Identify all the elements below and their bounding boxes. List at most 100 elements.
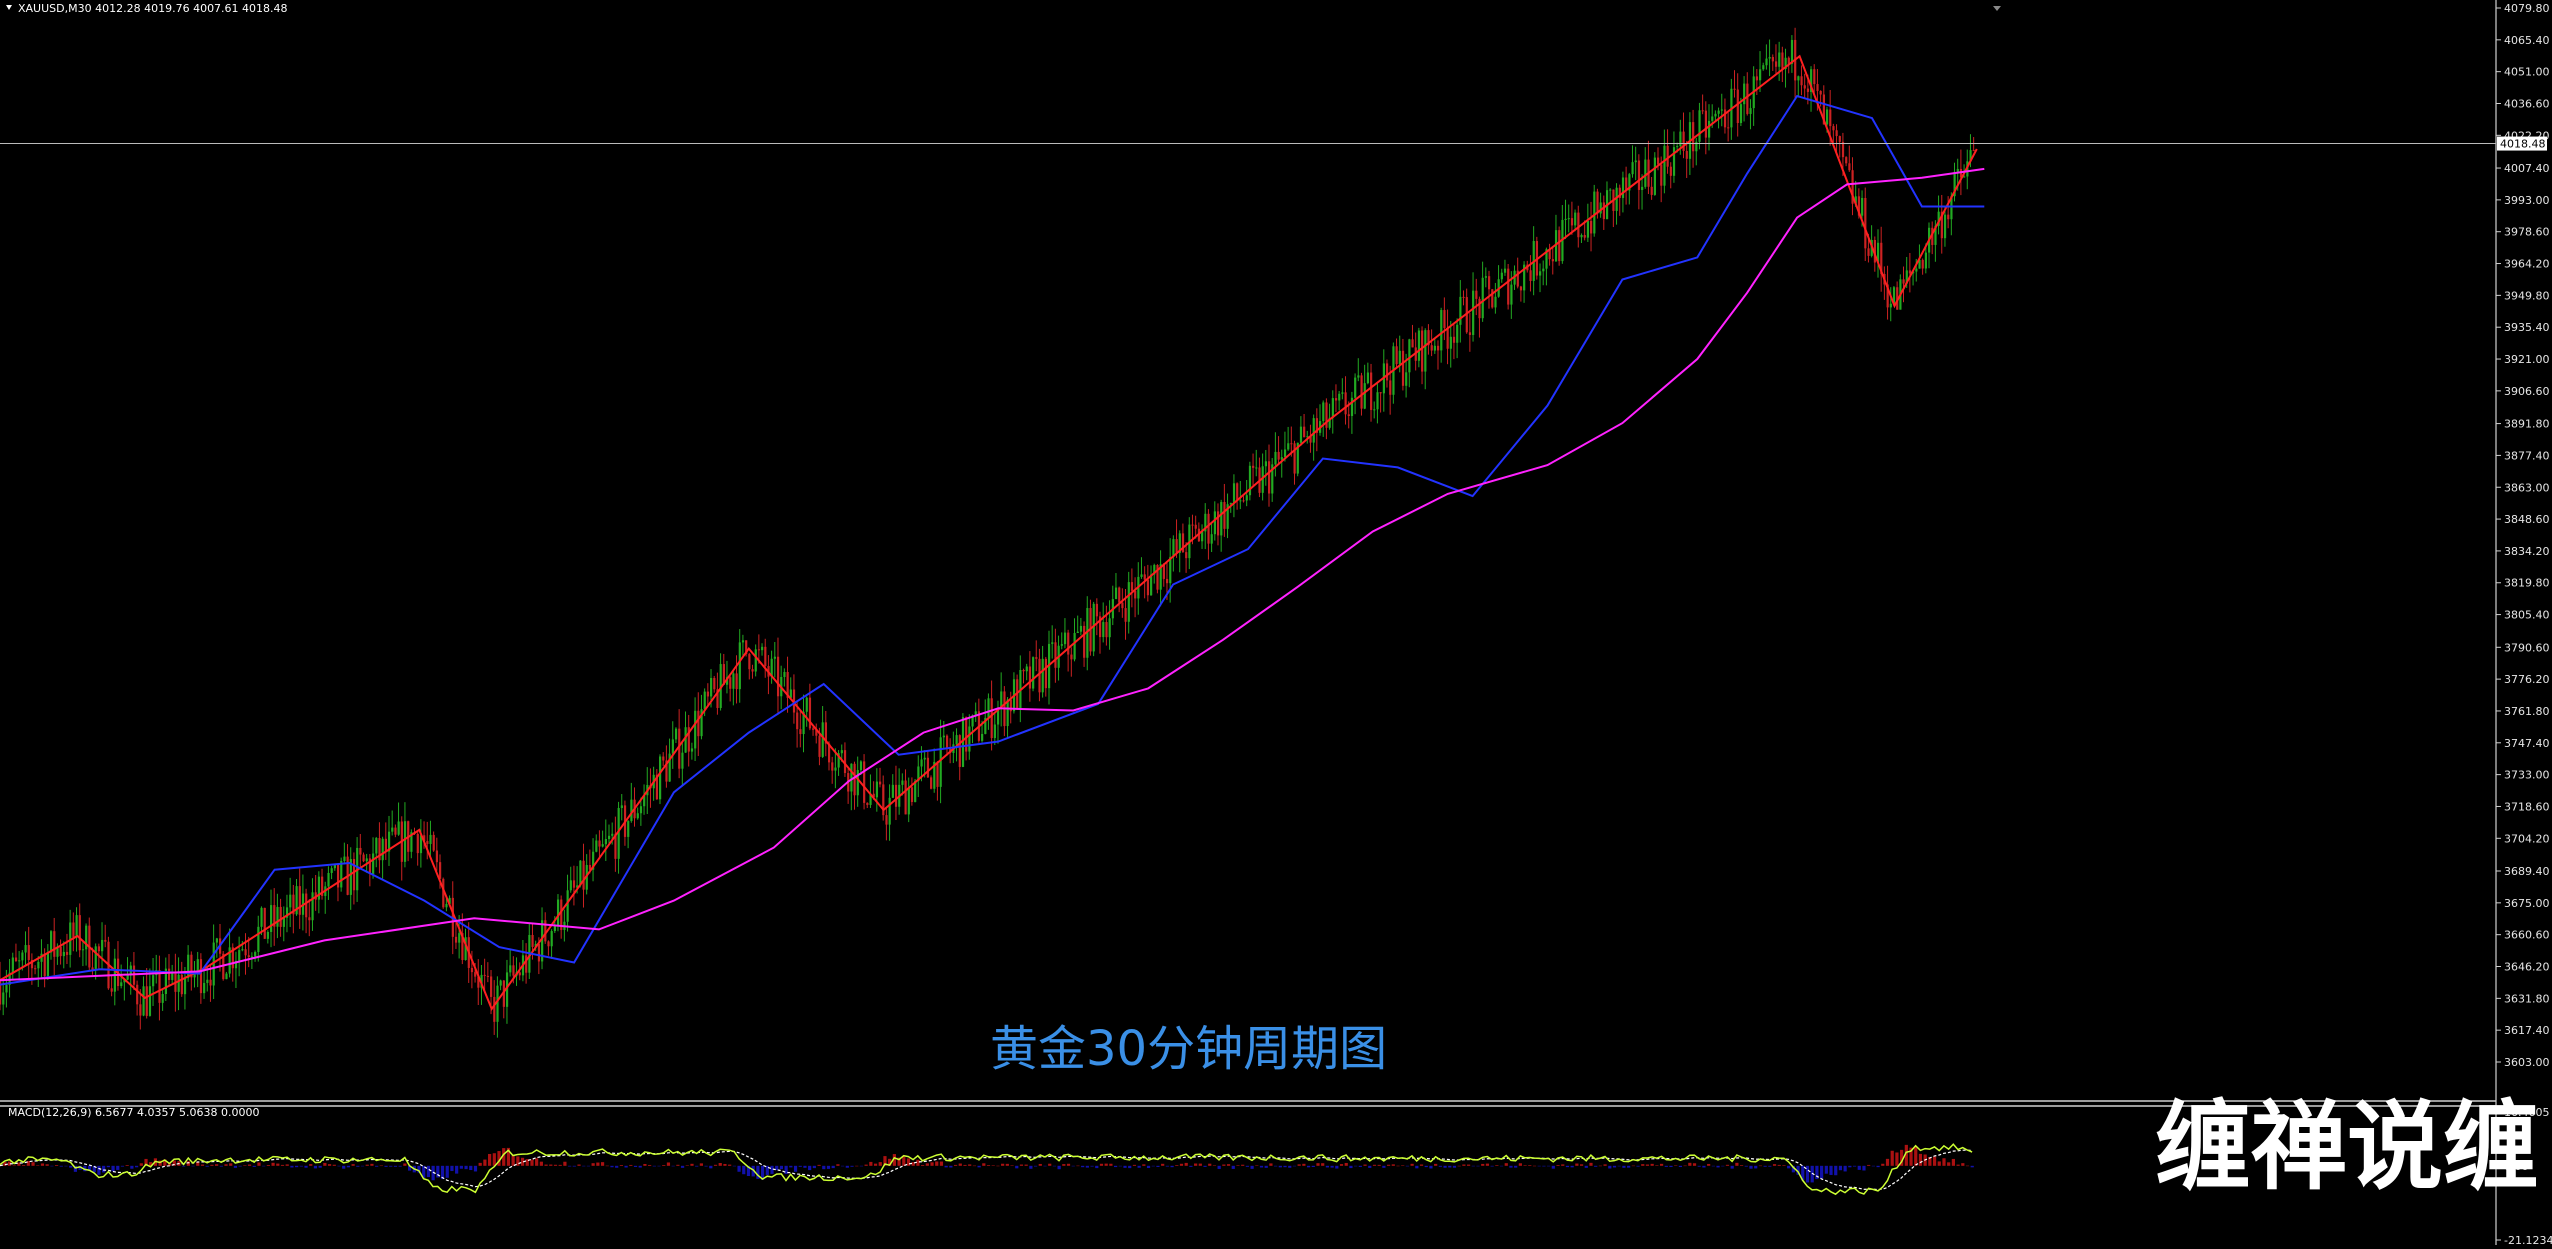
macd-hist-bar [1890, 1150, 1894, 1166]
macd-hist-bar [1768, 1165, 1772, 1167]
candle-body [1484, 276, 1488, 278]
candle-body [681, 752, 684, 769]
candle-body [104, 939, 107, 942]
price-tick-label: 3747.40 [2504, 737, 2550, 750]
candle-body [171, 973, 174, 980]
macd-hist-bar [304, 1165, 308, 1168]
macd-hist-bar [1504, 1163, 1508, 1166]
candle-body [343, 856, 346, 862]
macd-hist-bar [836, 1164, 840, 1166]
candle-body [1213, 511, 1216, 535]
candle-body [1542, 268, 1545, 272]
symbol-header: XAUUSD,M30 4012.28 4019.76 4007.61 4018.… [18, 2, 288, 15]
macd-hist-bar [219, 1165, 223, 1167]
macd-hist-bar [1749, 1165, 1753, 1169]
macd-hist-bar [1245, 1165, 1249, 1167]
candle-body [722, 664, 725, 685]
macd-hist-bar [59, 1165, 63, 1167]
macd-hist-bar [1095, 1165, 1099, 1169]
candle-body [183, 978, 187, 995]
candle-body [327, 872, 330, 887]
candle-body [416, 833, 419, 854]
candle-body [234, 960, 238, 969]
candle-body [745, 640, 748, 655]
macd-hist-bar [643, 1163, 647, 1166]
macd-hist-bar [87, 1165, 92, 1171]
macd-hist-bar [210, 1164, 214, 1166]
candle-body [8, 972, 11, 985]
candle-body [1287, 443, 1290, 450]
candle-body [1267, 461, 1271, 494]
candle-body [1229, 502, 1232, 505]
candle-body [62, 951, 65, 957]
macd-hist-bar [991, 1165, 995, 1166]
candle-body [598, 840, 601, 847]
macd-hist-bar [817, 1164, 821, 1166]
candle-body [279, 906, 282, 927]
macd-hist-bar [610, 1165, 614, 1168]
macd-hist-bar [549, 1164, 553, 1166]
macd-hist-bar [497, 1151, 501, 1166]
candle-body [1099, 616, 1102, 638]
macd-hist-bar [1005, 1163, 1009, 1166]
candle-body [748, 654, 751, 670]
macd-hist-bar [1292, 1165, 1297, 1167]
candle-body [1500, 272, 1503, 280]
macd-hist-bar [723, 1163, 727, 1166]
candle-body [1092, 603, 1095, 652]
macd-hist-bar [1264, 1165, 1268, 1168]
macd-hist-bar [332, 1164, 336, 1166]
shift-marker-icon[interactable] [1993, 6, 2001, 11]
candle-body [1236, 483, 1239, 501]
candle-body [1599, 202, 1602, 214]
candle-body [206, 979, 209, 983]
candle-body [1857, 196, 1861, 216]
candle-body [391, 827, 394, 832]
candle-body [1130, 582, 1134, 591]
candle-body [397, 821, 400, 835]
candle-body [614, 833, 617, 859]
candle-body [50, 931, 53, 953]
symbol-dropdown-icon[interactable] [6, 5, 12, 10]
candle-body [1488, 276, 1491, 290]
macd-hist-bar [1184, 1162, 1188, 1166]
macd-hist-bar [1721, 1165, 1725, 1167]
candle-body [827, 743, 831, 763]
candle-body [1886, 284, 1889, 308]
candle-body [123, 979, 126, 983]
candle-body [1771, 57, 1774, 62]
candle-body [1749, 108, 1752, 114]
macd-hist-bar [1382, 1165, 1386, 1168]
macd-hist-bar [26, 1160, 30, 1166]
macd-hist-bar [1222, 1164, 1226, 1166]
candle-body [1452, 336, 1456, 343]
macd-hist-bar [1330, 1165, 1334, 1168]
macd-hist-bar [1862, 1165, 1866, 1171]
candle-body [1583, 235, 1586, 238]
candle-body [630, 799, 633, 822]
macd-hist-bar [666, 1162, 671, 1166]
candle-body [761, 646, 764, 651]
candle-body [1032, 657, 1035, 689]
candle-body [1449, 336, 1452, 349]
macd-hist-bar [1208, 1163, 1212, 1166]
candle-body [496, 985, 499, 1022]
macd-hist-bar [492, 1153, 496, 1166]
candle-body [671, 739, 674, 754]
price-tick-label: 3776.20 [2504, 673, 2550, 686]
macd-hist-bar [1594, 1165, 1598, 1167]
candle-body [359, 847, 362, 855]
macd-hist-bar [690, 1163, 694, 1166]
macd-hist-bar [1970, 1165, 1974, 1168]
candle-body [945, 735, 949, 749]
candle-body [1239, 500, 1242, 502]
candle-body [1114, 587, 1118, 600]
macd-hist-bar [455, 1165, 459, 1174]
macd-hist-bar [238, 1165, 242, 1167]
candle-body [1708, 120, 1711, 138]
macd-hist-bar [1932, 1156, 1937, 1166]
candle-body [1956, 168, 1959, 172]
macd-hist-bar [930, 1162, 934, 1166]
